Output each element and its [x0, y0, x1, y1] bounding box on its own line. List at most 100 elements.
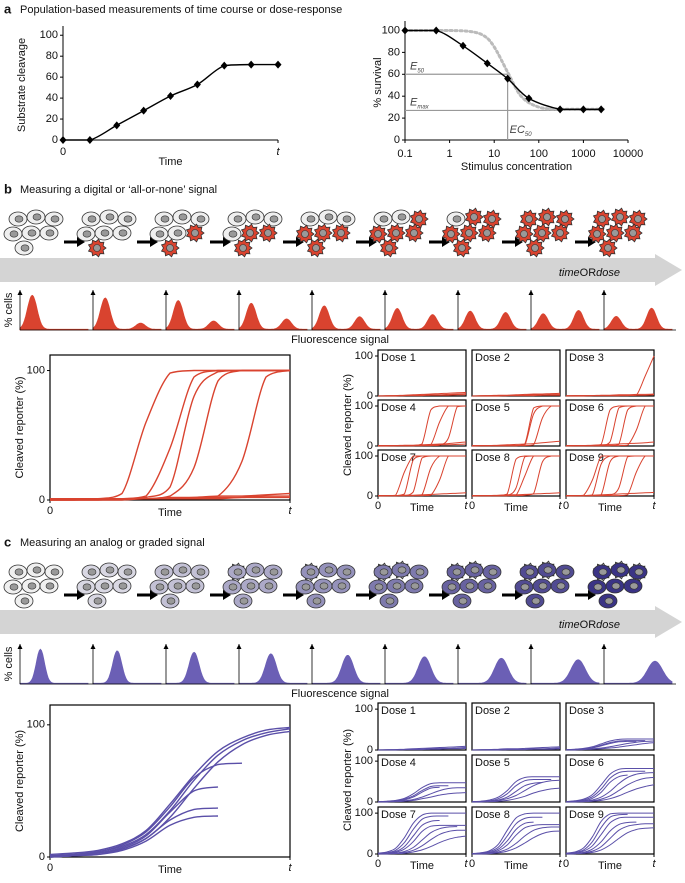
panel-title: Dose 6: [569, 402, 604, 414]
nucleus: [385, 597, 395, 605]
nucleus: [324, 213, 334, 221]
series-line: [403, 29, 607, 111]
nucleus: [470, 566, 480, 574]
y-tick-label: 80: [46, 50, 58, 62]
series-line: [565, 394, 655, 397]
nucleus: [616, 213, 624, 221]
annotation-sub: 50: [525, 132, 532, 138]
series-line: [566, 784, 655, 803]
series-line: [565, 813, 628, 855]
annotation: EC50: [510, 124, 533, 138]
histogram: [311, 305, 381, 331]
nucleus: [269, 215, 279, 223]
step-arrowhead: [515, 237, 523, 247]
marker: [459, 41, 467, 50]
x-tick-label: 1000: [571, 148, 595, 160]
nucleus: [634, 568, 644, 576]
nucleus: [239, 597, 249, 605]
nucleus: [525, 568, 535, 576]
panel-title: Population-based measurements of time co…: [20, 4, 342, 16]
series-line: [405, 29, 602, 111]
nucleus: [392, 229, 400, 237]
y-tick-label: 0: [367, 390, 373, 402]
series-line: [49, 807, 219, 858]
nucleus: [246, 229, 254, 237]
histogram-arrowhead: [163, 290, 169, 295]
marker: [59, 136, 67, 144]
histogram-arrowhead: [236, 290, 242, 295]
marker: [597, 105, 605, 114]
plot-frame: [565, 806, 655, 855]
y-tick-label: 100: [27, 719, 45, 731]
arrow-label-part: time: [559, 619, 580, 631]
nucleus: [561, 568, 571, 576]
x-axis-label: Stimulus concentration: [461, 161, 572, 173]
panel-title: Measuring an analog or graded signal: [20, 537, 205, 549]
step-arrowhead: [588, 237, 596, 247]
nucleus: [45, 229, 55, 237]
y-tick-label: 20: [46, 113, 58, 125]
series-line: [471, 492, 561, 497]
histogram-arrowhead: [163, 644, 169, 649]
y-axis-label: Cleaved reporter (%): [14, 730, 26, 832]
nucleus: [604, 244, 612, 252]
x-axis-label: Time: [410, 860, 434, 872]
annotation-sub: max: [417, 104, 429, 110]
y-tick-label: 0: [39, 851, 45, 863]
y-tick-label: 100: [355, 703, 373, 715]
nucleus: [465, 229, 473, 237]
nucleus: [155, 583, 165, 591]
nucleus: [611, 582, 621, 590]
nucleus: [264, 229, 272, 237]
nucleus: [9, 583, 19, 591]
nucleus: [483, 229, 491, 237]
nucleus: [178, 566, 188, 574]
histogram-arrowhead: [17, 644, 23, 649]
y-tick-label: 100: [27, 364, 45, 376]
arrow-label-part: OR: [580, 267, 597, 279]
nucleus: [319, 229, 327, 237]
marker: [483, 59, 491, 68]
series-line: [378, 835, 467, 855]
nucleus: [196, 215, 206, 223]
y-tick-label: 0: [367, 796, 373, 808]
panel-label: c: [4, 534, 11, 549]
histogram-arrowhead: [455, 644, 461, 649]
series-line: [49, 726, 291, 856]
series-line: [50, 369, 291, 500]
nucleus: [593, 583, 603, 591]
nucleus: [447, 230, 455, 238]
nucleus: [385, 244, 393, 252]
step-arrowhead: [77, 590, 85, 600]
nucleus: [100, 582, 110, 590]
histogram: [165, 300, 235, 331]
plot-frame: [565, 702, 655, 751]
x-tick-label: 0.1: [397, 148, 412, 160]
plot-frame: [49, 354, 291, 501]
nucleus: [105, 213, 115, 221]
series-line: [377, 812, 466, 854]
nucleus: [155, 230, 165, 238]
step-arrowhead: [223, 590, 231, 600]
nucleus: [118, 582, 128, 590]
panel-title: Dose 8: [475, 809, 510, 821]
nucleus: [191, 582, 201, 590]
arrow-label-part: OR: [580, 619, 597, 631]
panel-title: Dose 1: [381, 705, 416, 717]
nucleus: [611, 229, 619, 237]
x-tick-label: t: [464, 858, 468, 870]
series-line: [49, 496, 290, 501]
series-line: [49, 730, 291, 858]
y-tick-label: 40: [388, 90, 400, 102]
panel-title: Dose 7: [381, 809, 416, 821]
nucleus: [160, 215, 170, 223]
histogram: [530, 659, 600, 685]
histogram-arrowhead: [382, 644, 388, 649]
nucleus: [410, 229, 418, 237]
x-tick-label: 0: [375, 858, 381, 870]
nucleus: [452, 215, 462, 223]
nucleus: [342, 568, 352, 576]
annotation-main: E: [410, 96, 418, 108]
nucleus: [191, 229, 199, 237]
nucleus: [543, 566, 553, 574]
